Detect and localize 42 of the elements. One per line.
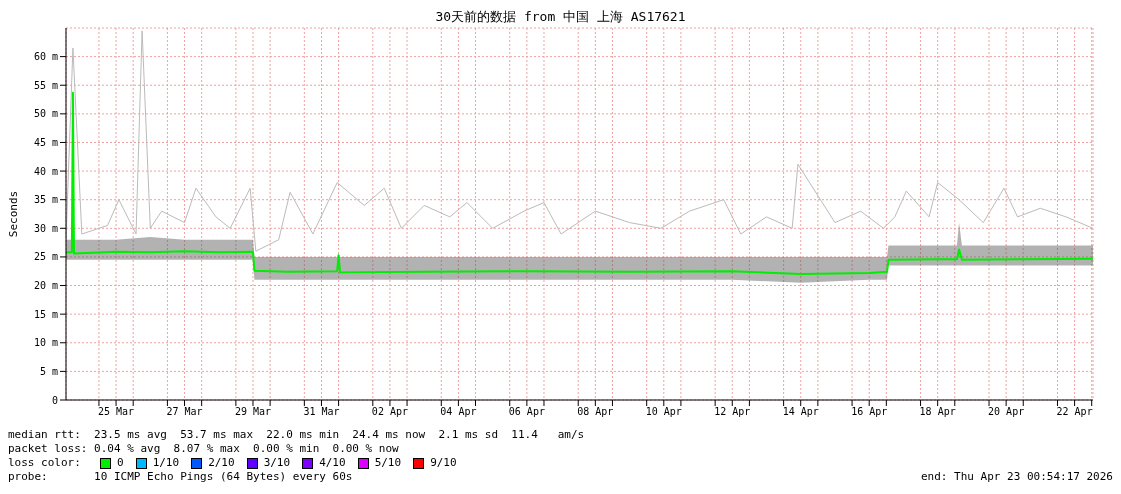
- legend-label: 3/10: [263, 456, 291, 470]
- legend-label: 1/10: [152, 456, 180, 470]
- legend-label: 9/10: [430, 456, 457, 470]
- y-tick-label: 45 m: [33, 137, 58, 149]
- y-tick-label: 40 m: [33, 165, 58, 177]
- y-tick-label: 30 m: [33, 222, 58, 234]
- y-tick-label: 15 m: [33, 308, 58, 320]
- legend-label: 2/10: [208, 456, 235, 470]
- x-tick-label: 31 Mar: [303, 406, 340, 418]
- y-tick-label: 50 m: [33, 108, 58, 120]
- y-axis-title: Seconds: [6, 190, 20, 238]
- text: median rtt: 23.5 ms avg 53.7 ms max 22.0 ms min 24.4 ms now 2.1 ms sd 11.4 am/s: [8, 428, 586, 442]
- y-tick-label: 5 m: [39, 365, 58, 377]
- legend-label: 0: [117, 456, 124, 470]
- y-tick-label: 55 m: [33, 79, 58, 91]
- legend-label: 5/10: [374, 456, 402, 470]
- y-tick-label: 0: [51, 394, 58, 406]
- text: probe: 10 ICMP Echo Pings (64 Bytes) every 60s: [8, 470, 353, 484]
- x-tick-label: 16 Apr: [851, 406, 888, 418]
- x-tick-label: 04 Apr: [440, 406, 477, 418]
- x-tick-label: 12 Apr: [714, 406, 751, 418]
- x-tick-label: 25 Mar: [98, 406, 135, 418]
- x-tick-label: 18 Apr: [919, 406, 956, 418]
- legend-title: loss color:: [8, 456, 82, 470]
- x-tick-label: 29 Mar: [234, 406, 272, 418]
- x-tick-label: 22 Apr: [1056, 406, 1093, 418]
- x-tick-label: 14 Apr: [782, 406, 819, 418]
- text: packet loss: 0.04 % avg 8.07 % max 0.00 % min 0.00 % now: [8, 442, 400, 456]
- y-tick-label: 20 m: [33, 280, 58, 292]
- y-tick-label: 60 m: [33, 51, 58, 63]
- x-tick-label: 10 Apr: [645, 406, 682, 418]
- y-tick-label: 10 m: [33, 337, 58, 349]
- y-tick-label: 35 m: [33, 194, 58, 206]
- legend-label: 4/10: [319, 456, 346, 470]
- x-tick-label: 27 Mar: [166, 406, 203, 418]
- y-tick-label: 25 m: [33, 251, 58, 263]
- chart-title: 30天前的数据 from 中国 上海 AS17621: [434, 8, 687, 26]
- x-tick-label: 20 Apr: [988, 406, 1025, 418]
- x-tick-label: 08 Apr: [577, 406, 614, 418]
- x-tick-label: 06 Apr: [508, 406, 545, 418]
- x-tick-label: 02 Apr: [371, 406, 408, 418]
- text: end: Thu Apr 23 00:54:17 2026: [920, 470, 1113, 484]
